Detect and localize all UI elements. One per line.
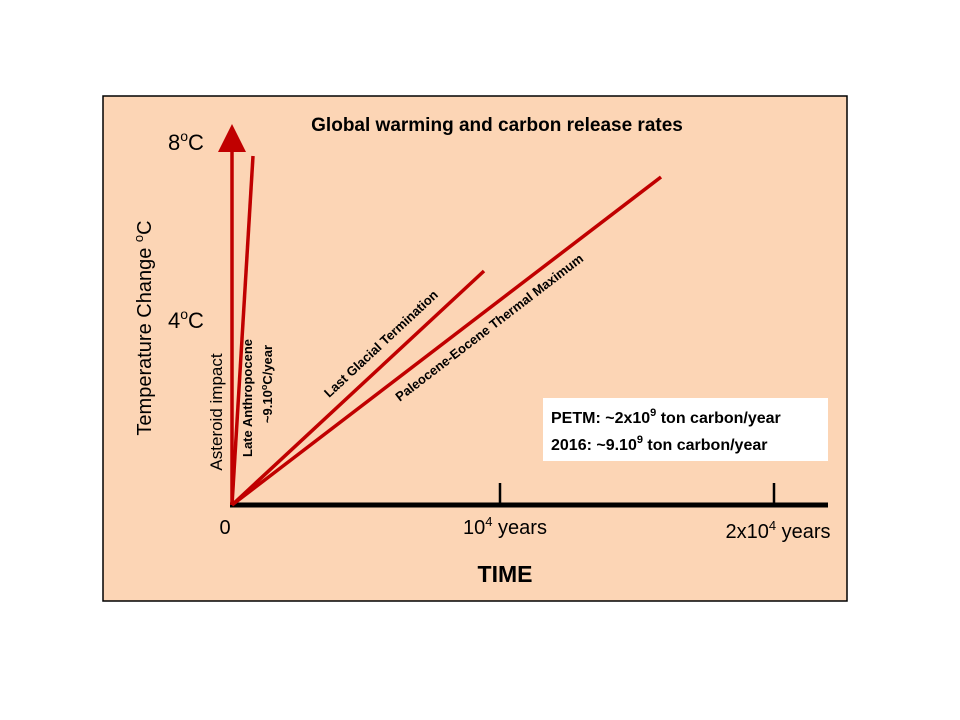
info-box: PETM: ~2x109 ton carbon/year 2016: ~9.10…: [543, 398, 828, 461]
late-anthropocene-rate: ~9.10oC/year: [259, 345, 275, 423]
x-tick-label-20k-unit: years: [776, 521, 830, 543]
last-glacial-termination-line: [230, 269, 486, 507]
chart-title: Global warming and carbon release rates: [311, 115, 683, 136]
y-tick-4-unit: C: [188, 308, 204, 333]
info-box-line-petm-exp: 9: [650, 407, 656, 419]
asteroid-impact-label: Asteroid impact: [207, 353, 226, 470]
petm-line: [230, 175, 663, 507]
info-box-line-2016-exp: 9: [637, 434, 643, 446]
x-tick-label-20k: 2x104 years: [725, 518, 830, 543]
y-tick-4-degree: o: [180, 306, 188, 322]
y-axis-label-unit: C: [134, 220, 156, 234]
y-tick-8-value: 8: [168, 130, 180, 155]
info-box-line-2016: 2016: ~9.109 ton carbon/year: [551, 434, 767, 454]
y-tick-label-4: 4oC: [168, 306, 204, 333]
x-tick-label-20k-base: 2x10: [725, 521, 768, 543]
y-axis-label-text: Temperature Change: [134, 242, 156, 435]
x-tick-label-10k-unit: years: [493, 517, 547, 539]
info-box-background: [543, 398, 828, 461]
y-tick-8-degree: o: [180, 128, 188, 144]
y-tick-label-8: 8oC: [168, 128, 204, 155]
x-tick-label-10k-exp: 4: [485, 514, 492, 529]
y-axis-label-degree: o: [131, 235, 146, 242]
late-anthropocene-line: [230, 155, 255, 506]
late-anthropocene-label: Late Anthropocene: [240, 339, 255, 457]
info-box-line-2016-suffix: ton carbon/year: [643, 437, 767, 454]
x-tick-label-10k: 104 years: [463, 514, 547, 539]
info-box-line-petm-prefix: PETM: ~2x10: [551, 410, 650, 427]
late-anthropocene-rate-unit: C/year: [260, 345, 275, 385]
info-box-line-petm-suffix: ton carbon/year: [656, 410, 780, 427]
late-anthropocene-rate-value: ~9.10: [260, 390, 275, 423]
late-anthropocene-rate-degree: o: [259, 384, 269, 390]
chart-panel: [102, 95, 848, 602]
x-tick-label-10k-base: 10: [463, 517, 485, 539]
info-box-line-2016-prefix: 2016: ~9.10: [551, 437, 637, 454]
y-tick-4-value: 4: [168, 308, 180, 333]
info-box-line-petm: PETM: ~2x109 ton carbon/year: [551, 407, 781, 427]
x-axis-label: TIME: [478, 561, 533, 587]
y-tick-8-unit: C: [188, 130, 204, 155]
x-tick-label-20k-exp: 4: [769, 518, 776, 533]
y-axis-label: Temperature Change oC: [131, 220, 156, 435]
x-origin-label: 0: [219, 517, 230, 539]
